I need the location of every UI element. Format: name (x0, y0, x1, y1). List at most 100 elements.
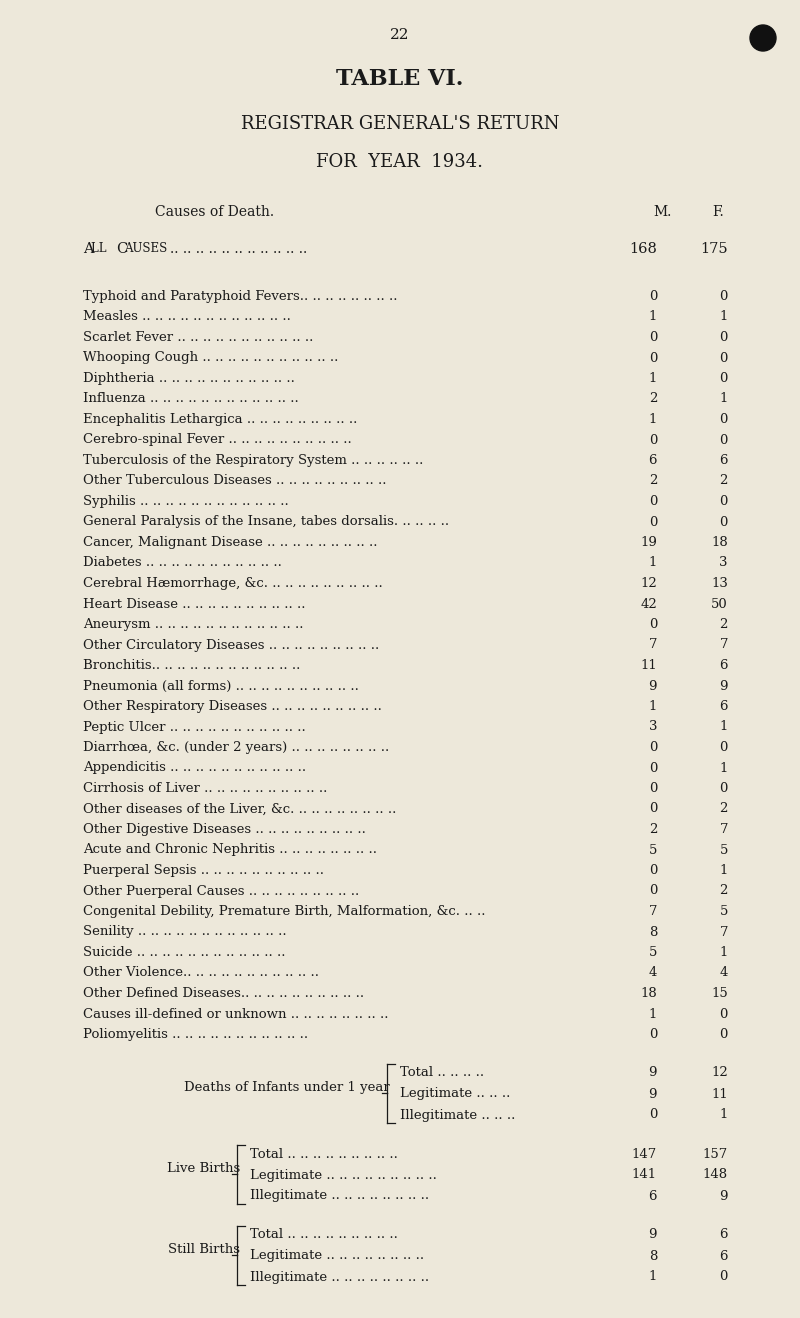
Text: 13: 13 (711, 577, 728, 590)
Text: 0: 0 (720, 434, 728, 447)
Text: Causes ill-defined or unknown .. .. .. .. .. .. .. ..: Causes ill-defined or unknown .. .. .. .… (83, 1007, 389, 1020)
Text: 0: 0 (649, 782, 657, 795)
Text: 148: 148 (703, 1169, 728, 1181)
Text: 0: 0 (720, 413, 728, 426)
Text: Heart Disease .. .. .. .. .. .. .. .. .. ..: Heart Disease .. .. .. .. .. .. .. .. ..… (83, 597, 306, 610)
Text: 0: 0 (720, 1028, 728, 1041)
Text: LL: LL (91, 243, 110, 254)
Text: REGISTRAR GENERAL'S RETURN: REGISTRAR GENERAL'S RETURN (241, 115, 559, 133)
Text: 0: 0 (649, 803, 657, 816)
Text: 11: 11 (640, 659, 657, 672)
Text: Illegitimate .. .. .. .. .. .. .. ..: Illegitimate .. .. .. .. .. .. .. .. (250, 1190, 429, 1202)
Text: Senility .. .. .. .. .. .. .. .. .. .. .. ..: Senility .. .. .. .. .. .. .. .. .. .. .… (83, 925, 286, 938)
Text: Legitimate .. .. .. .. .. .. .. ..: Legitimate .. .. .. .. .. .. .. .. (250, 1249, 424, 1263)
Text: Other Circulatory Diseases .. .. .. .. .. .. .. .. ..: Other Circulatory Diseases .. .. .. .. .… (83, 638, 379, 651)
Text: 2: 2 (649, 822, 657, 836)
Text: 1: 1 (720, 721, 728, 734)
Circle shape (750, 25, 776, 51)
Text: 0: 0 (720, 782, 728, 795)
Text: Causes of Death.: Causes of Death. (155, 206, 274, 219)
Text: 4: 4 (649, 966, 657, 979)
Text: 0: 0 (649, 1028, 657, 1041)
Text: 8: 8 (649, 925, 657, 938)
Text: 3: 3 (649, 721, 657, 734)
Text: 0: 0 (720, 741, 728, 754)
Text: 6: 6 (719, 700, 728, 713)
Text: 1: 1 (720, 946, 728, 960)
Text: 50: 50 (711, 597, 728, 610)
Text: 0: 0 (649, 741, 657, 754)
Text: 157: 157 (702, 1148, 728, 1161)
Text: 2: 2 (720, 884, 728, 898)
Text: 42: 42 (640, 597, 657, 610)
Text: 2: 2 (649, 393, 657, 406)
Text: Poliomyelitis .. .. .. .. .. .. .. .. .. .. ..: Poliomyelitis .. .. .. .. .. .. .. .. ..… (83, 1028, 308, 1041)
Text: Illegitimate .. .. ..: Illegitimate .. .. .. (400, 1108, 515, 1122)
Text: 0: 0 (649, 618, 657, 631)
Text: 0: 0 (649, 290, 657, 303)
Text: Syphilis .. .. .. .. .. .. .. .. .. .. .. ..: Syphilis .. .. .. .. .. .. .. .. .. .. .… (83, 496, 289, 507)
Text: Cancer, Malignant Disease .. .. .. .. .. .. .. .. ..: Cancer, Malignant Disease .. .. .. .. ..… (83, 536, 378, 550)
Text: 6: 6 (649, 453, 657, 467)
Text: 0: 0 (720, 372, 728, 385)
Text: Pneumonia (all forms) .. .. .. .. .. .. .. .. .. ..: Pneumonia (all forms) .. .. .. .. .. .. … (83, 680, 359, 692)
Text: Aneurysm .. .. .. .. .. .. .. .. .. .. .. ..: Aneurysm .. .. .. .. .. .. .. .. .. .. .… (83, 618, 303, 631)
Text: Other Tuberculous Diseases .. .. .. .. .. .. .. .. ..: Other Tuberculous Diseases .. .. .. .. .… (83, 474, 386, 488)
Text: Diphtheria .. .. .. .. .. .. .. .. .. .. ..: Diphtheria .. .. .. .. .. .. .. .. .. ..… (83, 372, 295, 385)
Text: 1: 1 (720, 865, 728, 876)
Text: Influenza .. .. .. .. .. .. .. .. .. .. .. ..: Influenza .. .. .. .. .. .. .. .. .. .. … (83, 393, 298, 406)
Text: 7: 7 (649, 638, 657, 651)
Text: 1: 1 (649, 1271, 657, 1284)
Text: FOR  YEAR  1934.: FOR YEAR 1934. (317, 153, 483, 171)
Text: Total .. .. .. .. .. .. .. .. ..: Total .. .. .. .. .. .. .. .. .. (250, 1228, 398, 1242)
Text: 5: 5 (649, 946, 657, 960)
Text: Bronchitis.. .. .. .. .. .. .. .. .. .. .. ..: Bronchitis.. .. .. .. .. .. .. .. .. .. … (83, 659, 300, 672)
Text: 0: 0 (649, 884, 657, 898)
Text: Illegitimate .. .. .. .. .. .. .. ..: Illegitimate .. .. .. .. .. .. .. .. (250, 1271, 429, 1284)
Text: Puerperal Sepsis .. .. .. .. .. .. .. .. .. ..: Puerperal Sepsis .. .. .. .. .. .. .. ..… (83, 865, 324, 876)
Text: 5: 5 (720, 844, 728, 857)
Text: 19: 19 (640, 536, 657, 550)
Text: 141: 141 (632, 1169, 657, 1181)
Text: Tuberculosis of the Respiratory System .. .. .. .. .. ..: Tuberculosis of the Respiratory System .… (83, 453, 423, 467)
Text: 9: 9 (719, 680, 728, 692)
Text: 2: 2 (720, 618, 728, 631)
Text: 7: 7 (719, 638, 728, 651)
Text: 0: 0 (720, 352, 728, 365)
Text: Typhoid and Paratyphoid Fevers.. .. .. .. .. .. .. ..: Typhoid and Paratyphoid Fevers.. .. .. .… (83, 290, 398, 303)
Text: 0: 0 (649, 434, 657, 447)
Text: 1: 1 (720, 762, 728, 775)
Text: General Paralysis of the Insane, tabes dorsalis. .. .. .. ..: General Paralysis of the Insane, tabes d… (83, 515, 449, 529)
Text: 11: 11 (711, 1087, 728, 1101)
Text: 2: 2 (720, 803, 728, 816)
Text: Other diseases of the Liver, &c. .. .. .. .. .. .. .. ..: Other diseases of the Liver, &c. .. .. .… (83, 803, 396, 816)
Text: 0: 0 (720, 331, 728, 344)
Text: .. .. .. .. .. .. .. .. .. .. ..: .. .. .. .. .. .. .. .. .. .. .. (170, 243, 307, 256)
Text: 6: 6 (719, 1249, 728, 1263)
Text: 18: 18 (640, 987, 657, 1000)
Text: Appendicitis .. .. .. .. .. .. .. .. .. .. ..: Appendicitis .. .. .. .. .. .. .. .. .. … (83, 762, 306, 775)
Text: 1: 1 (649, 700, 657, 713)
Text: 0: 0 (649, 331, 657, 344)
Text: 9: 9 (649, 1087, 657, 1101)
Text: 3: 3 (719, 556, 728, 569)
Text: Total .. .. .. ..: Total .. .. .. .. (400, 1066, 484, 1079)
Text: 22: 22 (390, 28, 410, 42)
Text: F.: F. (712, 206, 724, 219)
Text: 12: 12 (640, 577, 657, 590)
Text: 1: 1 (649, 556, 657, 569)
Text: M.: M. (654, 206, 672, 219)
Text: AUSES: AUSES (124, 243, 167, 254)
Text: Cirrhosis of Liver .. .. .. .. .. .. .. .. .. ..: Cirrhosis of Liver .. .. .. .. .. .. .. … (83, 782, 327, 795)
Text: Deaths of Infants under 1 year: Deaths of Infants under 1 year (184, 1081, 390, 1094)
Text: Other Violence.. .. .. .. .. .. .. .. .. .. ..: Other Violence.. .. .. .. .. .. .. .. ..… (83, 966, 319, 979)
Text: Congenital Debility, Premature Birth, Malformation, &c. .. ..: Congenital Debility, Premature Birth, Ma… (83, 905, 486, 919)
Text: 6: 6 (719, 659, 728, 672)
Text: 15: 15 (711, 987, 728, 1000)
Text: Suicide .. .. .. .. .. .. .. .. .. .. .. ..: Suicide .. .. .. .. .. .. .. .. .. .. ..… (83, 946, 286, 960)
Text: Acute and Chronic Nephritis .. .. .. .. .. .. .. ..: Acute and Chronic Nephritis .. .. .. .. … (83, 844, 377, 857)
Text: 2: 2 (720, 474, 728, 488)
Text: 4: 4 (720, 966, 728, 979)
Text: 6: 6 (649, 1190, 657, 1202)
Text: Peptic Ulcer .. .. .. .. .. .. .. .. .. .. ..: Peptic Ulcer .. .. .. .. .. .. .. .. .. … (83, 721, 306, 734)
